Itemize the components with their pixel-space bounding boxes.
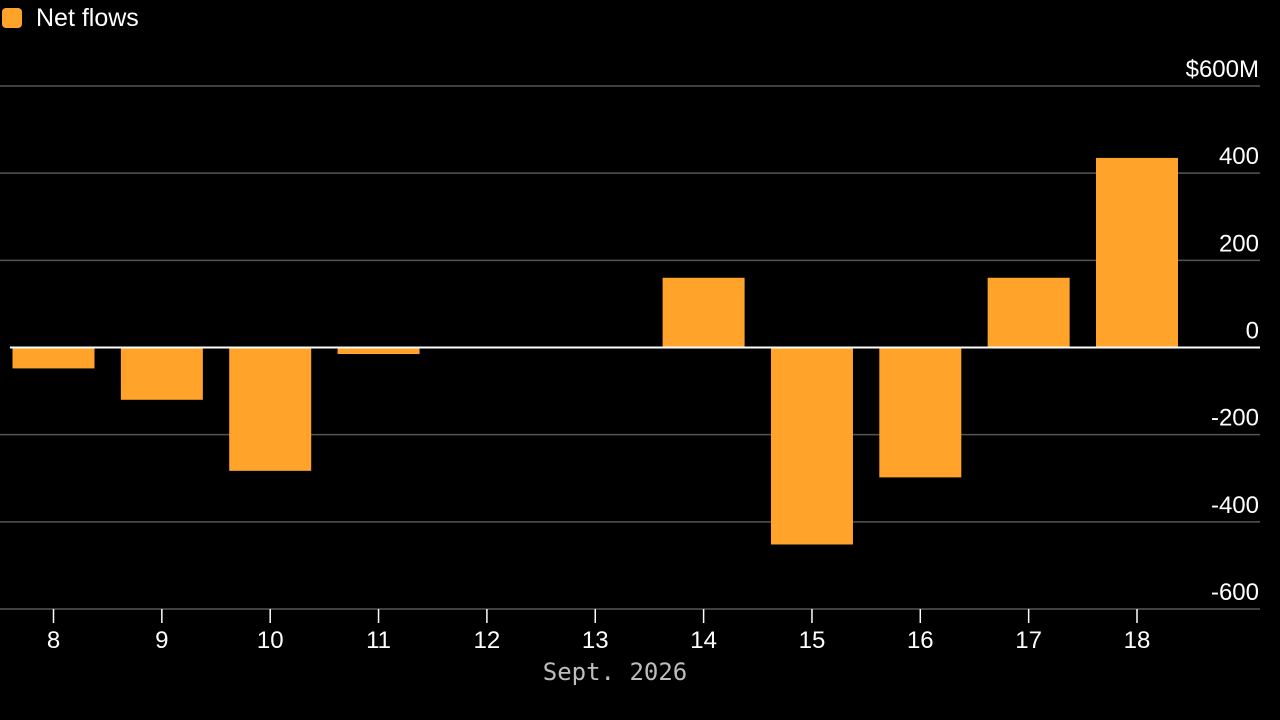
bar-8 [12, 347, 95, 369]
x-tick-label: 18 [1124, 627, 1151, 654]
bar-14 [662, 277, 745, 348]
bar-18 [1096, 157, 1178, 348]
gridlines [0, 85, 1260, 610]
bar-17 [987, 277, 1070, 348]
x-tick-label: 9 [155, 627, 168, 654]
bar-9 [120, 347, 203, 400]
y-tick-label: -200 [1211, 405, 1259, 432]
legend-label: Net flows [36, 3, 139, 32]
x-tick-label: 13 [582, 627, 609, 654]
y-tick-label: 200 [1219, 230, 1259, 257]
y-tick-label: $600M [1186, 56, 1259, 83]
x-axis-ticks: 8 9 10 11 12 13 14 15 16 17 18 [47, 609, 1151, 654]
x-tick-label: 15 [799, 627, 826, 654]
x-tick-label: 16 [907, 627, 934, 654]
bar-16 [879, 347, 962, 478]
x-tick-label: 12 [474, 627, 501, 654]
y-tick-label: -400 [1211, 492, 1259, 519]
bar-10 [229, 347, 312, 471]
x-tick-label: 10 [257, 627, 284, 654]
x-axis-label: Sept. 2026 [543, 658, 688, 686]
y-tick-label: 0 [1246, 318, 1259, 345]
x-tick-label: 14 [690, 627, 717, 654]
x-tick-label: 11 [366, 627, 391, 654]
x-tick-label: 8 [47, 627, 60, 654]
y-axis-ticks: $600M 400 200 0 -200 -400 -600 [1186, 56, 1259, 606]
chart-legend: Net flows [0, 0, 139, 36]
bar-15 [770, 347, 853, 545]
bars [12, 157, 1178, 545]
legend-swatch [2, 8, 22, 28]
bar-11 [337, 347, 420, 355]
y-tick-label: 400 [1219, 143, 1259, 170]
x-tick-label: 17 [1015, 627, 1042, 654]
y-tick-label: -600 [1211, 579, 1259, 606]
